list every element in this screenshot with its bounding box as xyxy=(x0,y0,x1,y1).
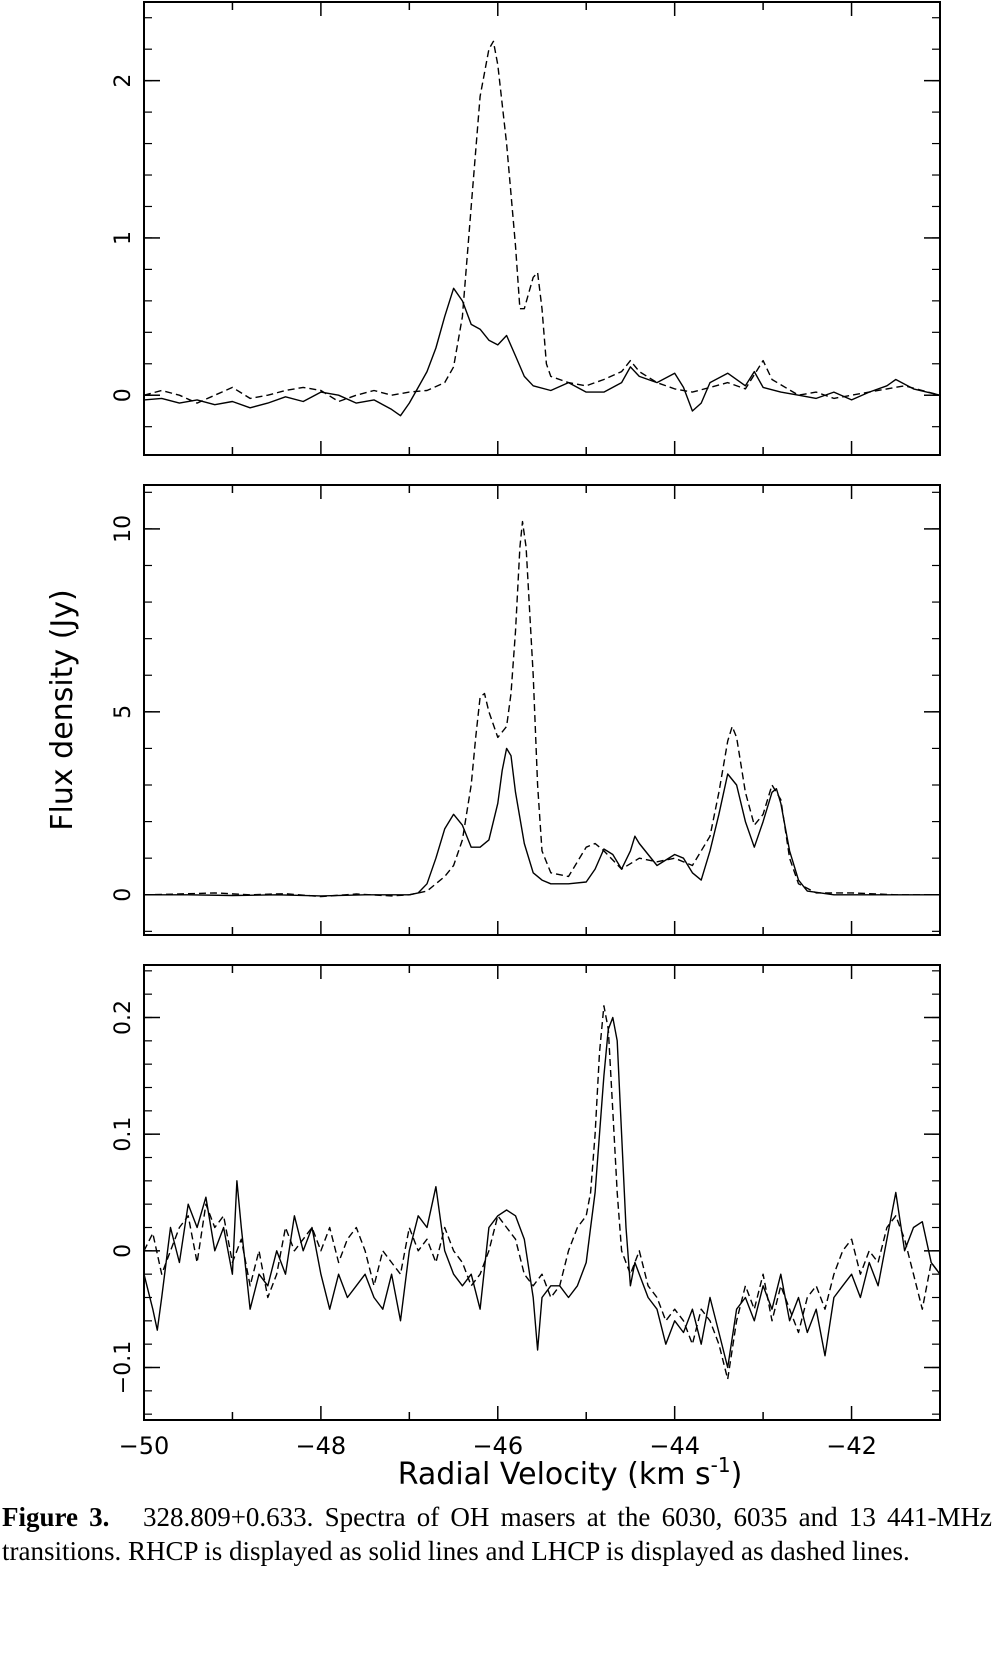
rhcp-solid-line xyxy=(143,287,941,417)
figure-caption: Figure 3. 328.809+0.633. Spectra of OH m… xyxy=(2,1500,992,1568)
y-tick-label: 2 xyxy=(111,74,136,88)
x-axis-label: Radial Velocity (km s-1) xyxy=(398,1453,743,1492)
y-tick-label: 10 xyxy=(111,515,136,543)
spectrum-panel-1: 0 1 2 xyxy=(111,1,941,456)
spectrum-panel-2: 0 5 10 xyxy=(111,484,941,936)
spectra-figure: 0 1 2 0 5 10 −0.1 0 0.1 0.2 −50 −48 −46 −44 −42 Flux d… xyxy=(45,1,941,1492)
y-tick-label: 0.1 xyxy=(111,1117,136,1152)
plot-frame xyxy=(143,1,941,456)
rhcp-solid-line xyxy=(143,1016,941,1369)
y-tick-label: 0.2 xyxy=(111,1000,136,1035)
y-tick-label: 0 xyxy=(111,388,136,402)
plot-frame xyxy=(143,484,941,936)
x-tick-label: −42 xyxy=(826,1432,877,1460)
spectrum-panel-3: −0.1 0 0.1 0.2 −50 −48 −46 −44 −42 xyxy=(111,964,941,1460)
y-tick-label: 1 xyxy=(111,231,136,245)
y-axis-label: Flux density (Jy) xyxy=(45,589,80,830)
x-tick-label: −44 xyxy=(649,1432,700,1460)
x-tick-label: −48 xyxy=(296,1432,347,1460)
lhcp-dashed-line xyxy=(143,1005,941,1380)
x-tick-label: −50 xyxy=(119,1432,170,1460)
y-tick-label: 0 xyxy=(111,1244,136,1258)
plot-frame xyxy=(143,964,941,1421)
lhcp-dashed-line xyxy=(143,520,940,898)
y-tick-label: −0.1 xyxy=(111,1341,136,1394)
caption-label: Figure 3. xyxy=(2,1502,110,1532)
caption-text: 328.809+0.633. Spectra of OH masers at t… xyxy=(2,1502,992,1566)
rhcp-solid-line xyxy=(144,747,940,897)
y-tick-label: 0 xyxy=(111,888,136,902)
x-tick-label: −46 xyxy=(472,1432,523,1460)
lhcp-dashed-line xyxy=(143,40,941,404)
y-tick-label: 5 xyxy=(111,705,136,719)
